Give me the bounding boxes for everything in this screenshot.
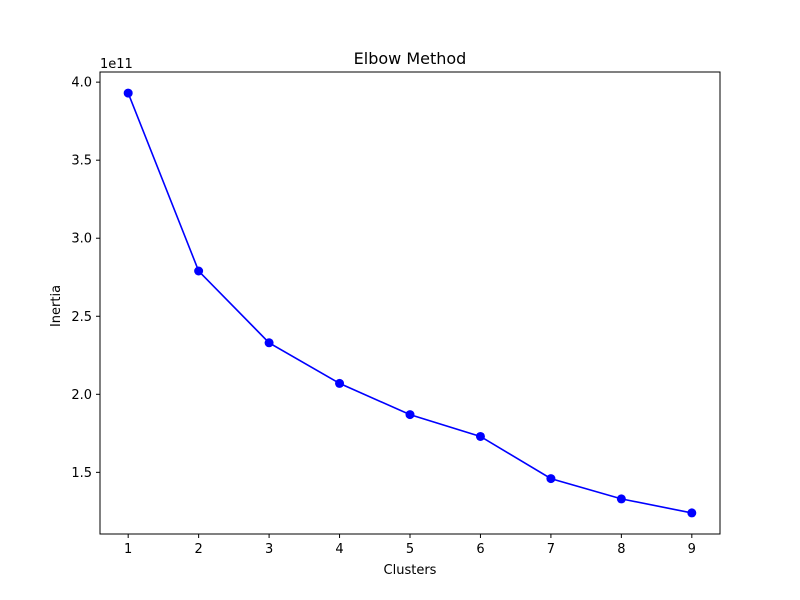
data-point	[264, 338, 274, 348]
data-point	[475, 431, 485, 441]
y-tick-label: 2.5	[71, 310, 92, 325]
y-tick-label: 4.0	[71, 76, 92, 91]
y-tick-label: 1.5	[71, 466, 92, 481]
x-tick-label: 4	[335, 542, 343, 557]
x-tick-label: 1	[124, 542, 132, 557]
y-tick-label: 2.0	[71, 388, 92, 403]
data-point	[335, 378, 345, 388]
x-tick-label: 2	[194, 542, 202, 557]
data-point	[405, 410, 415, 420]
plot-area: 1 2 3 4 5 6 7 8 9 1.5 2.0 2.5 3.0 3.5 4.0	[71, 71, 721, 557]
data-point	[687, 508, 697, 518]
x-tick-label: 8	[617, 542, 625, 557]
y-axis-label: Inertia	[49, 285, 64, 327]
x-tick-label: 9	[688, 542, 696, 557]
x-tick-label: 5	[406, 542, 414, 557]
y-tick-label: 3.0	[71, 232, 92, 247]
x-tick-label: 6	[476, 542, 484, 557]
data-point	[194, 266, 204, 276]
data-point	[123, 88, 133, 98]
data-point	[546, 474, 556, 484]
x-tick-label: 7	[547, 542, 555, 557]
x-axis-label: Clusters	[384, 563, 437, 578]
x-tick-label: 3	[265, 542, 273, 557]
y-axis-offset-label: 1e11	[100, 57, 133, 72]
chart-title: Elbow Method	[354, 49, 467, 68]
y-tick-label: 3.5	[71, 154, 92, 169]
data-point	[616, 494, 626, 504]
